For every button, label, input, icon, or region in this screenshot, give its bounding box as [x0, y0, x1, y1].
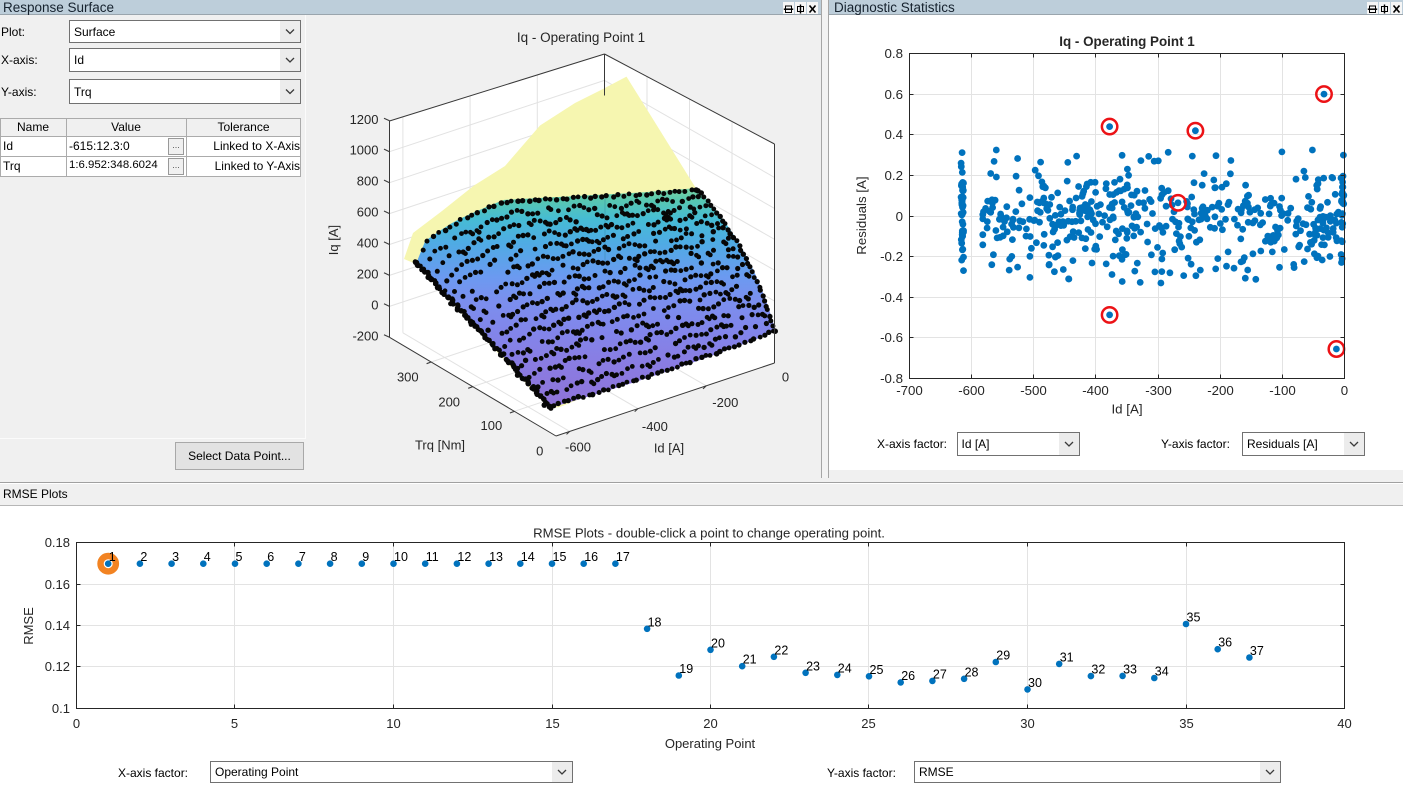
svg-text:0.18: 0.18	[45, 535, 70, 550]
svg-text:-0.2: -0.2	[880, 249, 903, 264]
svg-text:16: 16	[584, 550, 598, 564]
svg-text:200: 200	[438, 395, 460, 410]
svg-text:100: 100	[481, 418, 503, 433]
svg-text:31: 31	[1060, 650, 1074, 664]
svg-text:1200: 1200	[350, 112, 379, 127]
svg-text:300: 300	[397, 370, 419, 385]
svg-text:14: 14	[521, 550, 535, 564]
svg-text:30: 30	[1028, 676, 1042, 690]
svg-text:Id [A]: Id [A]	[654, 441, 684, 456]
svg-text:-200: -200	[712, 395, 738, 410]
svg-text:10: 10	[394, 550, 408, 564]
svg-text:-600: -600	[565, 440, 591, 455]
svg-text:-100: -100	[1269, 383, 1296, 398]
svg-text:0: 0	[371, 297, 378, 312]
svg-text:30: 30	[1020, 716, 1034, 731]
svg-text:20: 20	[703, 716, 717, 731]
svg-text:26: 26	[901, 669, 915, 683]
svg-text:-500: -500	[1020, 383, 1047, 398]
svg-text:25: 25	[870, 663, 884, 677]
svg-text:0: 0	[536, 443, 543, 458]
svg-text:200: 200	[357, 266, 379, 281]
svg-text:13: 13	[489, 550, 503, 564]
svg-text:19: 19	[679, 662, 693, 676]
svg-text:0.2: 0.2	[885, 168, 904, 183]
svg-text:1000: 1000	[350, 143, 379, 158]
svg-text:24: 24	[838, 661, 852, 675]
svg-text:400: 400	[357, 236, 379, 251]
svg-text:0: 0	[1341, 383, 1348, 398]
svg-text:20: 20	[711, 636, 725, 650]
svg-text:0.8: 0.8	[885, 46, 904, 61]
svg-text:-0.4: -0.4	[880, 290, 903, 305]
svg-text:27: 27	[933, 667, 947, 681]
svg-text:29: 29	[996, 649, 1010, 663]
svg-text:0.1: 0.1	[52, 701, 70, 716]
svg-text:5: 5	[236, 550, 243, 564]
svg-text:-700: -700	[896, 383, 923, 398]
svg-text:23: 23	[806, 659, 820, 673]
svg-text:0: 0	[73, 716, 80, 731]
svg-text:22: 22	[774, 643, 788, 657]
svg-text:25: 25	[861, 716, 875, 731]
svg-text:40: 40	[1337, 716, 1351, 731]
svg-text:Iq [A]: Iq [A]	[326, 225, 341, 255]
svg-text:36: 36	[1218, 636, 1232, 650]
svg-text:33: 33	[1123, 662, 1137, 676]
svg-text:Iq - Operating Point 1: Iq - Operating Point 1	[517, 30, 645, 45]
svg-text:0.12: 0.12	[45, 659, 70, 674]
svg-text:-400: -400	[1082, 383, 1109, 398]
svg-text:-600: -600	[958, 383, 985, 398]
svg-text:0.4: 0.4	[885, 127, 904, 142]
svg-text:-400: -400	[642, 419, 668, 434]
svg-text:Residuals [A]: Residuals [A]	[854, 176, 869, 254]
svg-text:6: 6	[267, 550, 274, 564]
svg-text:15: 15	[545, 716, 559, 731]
svg-text:RMSE: RMSE	[21, 607, 36, 645]
svg-text:0: 0	[896, 209, 903, 224]
svg-text:35: 35	[1179, 716, 1193, 731]
svg-text:600: 600	[357, 205, 379, 220]
svg-text:4: 4	[204, 550, 211, 564]
svg-text:37: 37	[1250, 644, 1264, 658]
svg-text:9: 9	[362, 550, 369, 564]
svg-text:-0.6: -0.6	[880, 330, 903, 345]
svg-text:2: 2	[140, 550, 147, 564]
svg-text:0.16: 0.16	[45, 577, 70, 592]
svg-text:15: 15	[553, 550, 567, 564]
svg-text:-0.8: -0.8	[880, 371, 903, 386]
svg-text:35: 35	[1187, 611, 1201, 625]
svg-text:28: 28	[965, 665, 979, 679]
svg-text:-300: -300	[1145, 383, 1172, 398]
svg-text:-200: -200	[352, 328, 378, 343]
svg-text:11: 11	[426, 550, 439, 564]
svg-text:5: 5	[231, 716, 238, 731]
svg-text:Trq [Nm]: Trq [Nm]	[415, 438, 465, 453]
svg-text:18: 18	[648, 615, 662, 629]
svg-text:-200: -200	[1207, 383, 1234, 398]
svg-text:17: 17	[616, 550, 630, 564]
svg-text:3: 3	[172, 550, 179, 564]
svg-text:Id [A]: Id [A]	[1111, 402, 1142, 417]
svg-text:8: 8	[331, 550, 338, 564]
svg-text:10: 10	[386, 716, 400, 731]
svg-text:RMSE Plots - double-click a po: RMSE Plots - double-click a point to cha…	[533, 526, 885, 541]
svg-text:12: 12	[457, 550, 471, 564]
svg-text:0.14: 0.14	[45, 618, 70, 633]
svg-text:1: 1	[109, 550, 116, 564]
svg-text:7: 7	[299, 550, 306, 564]
svg-text:0: 0	[782, 370, 789, 385]
svg-text:34: 34	[1155, 665, 1169, 679]
svg-text:32: 32	[1091, 663, 1105, 677]
svg-text:800: 800	[357, 174, 379, 189]
svg-text:Operating Point: Operating Point	[665, 736, 756, 751]
svg-text:21: 21	[743, 653, 757, 667]
svg-text:Iq - Operating Point 1: Iq - Operating Point 1	[1059, 34, 1195, 49]
svg-text:0.6: 0.6	[885, 87, 904, 102]
